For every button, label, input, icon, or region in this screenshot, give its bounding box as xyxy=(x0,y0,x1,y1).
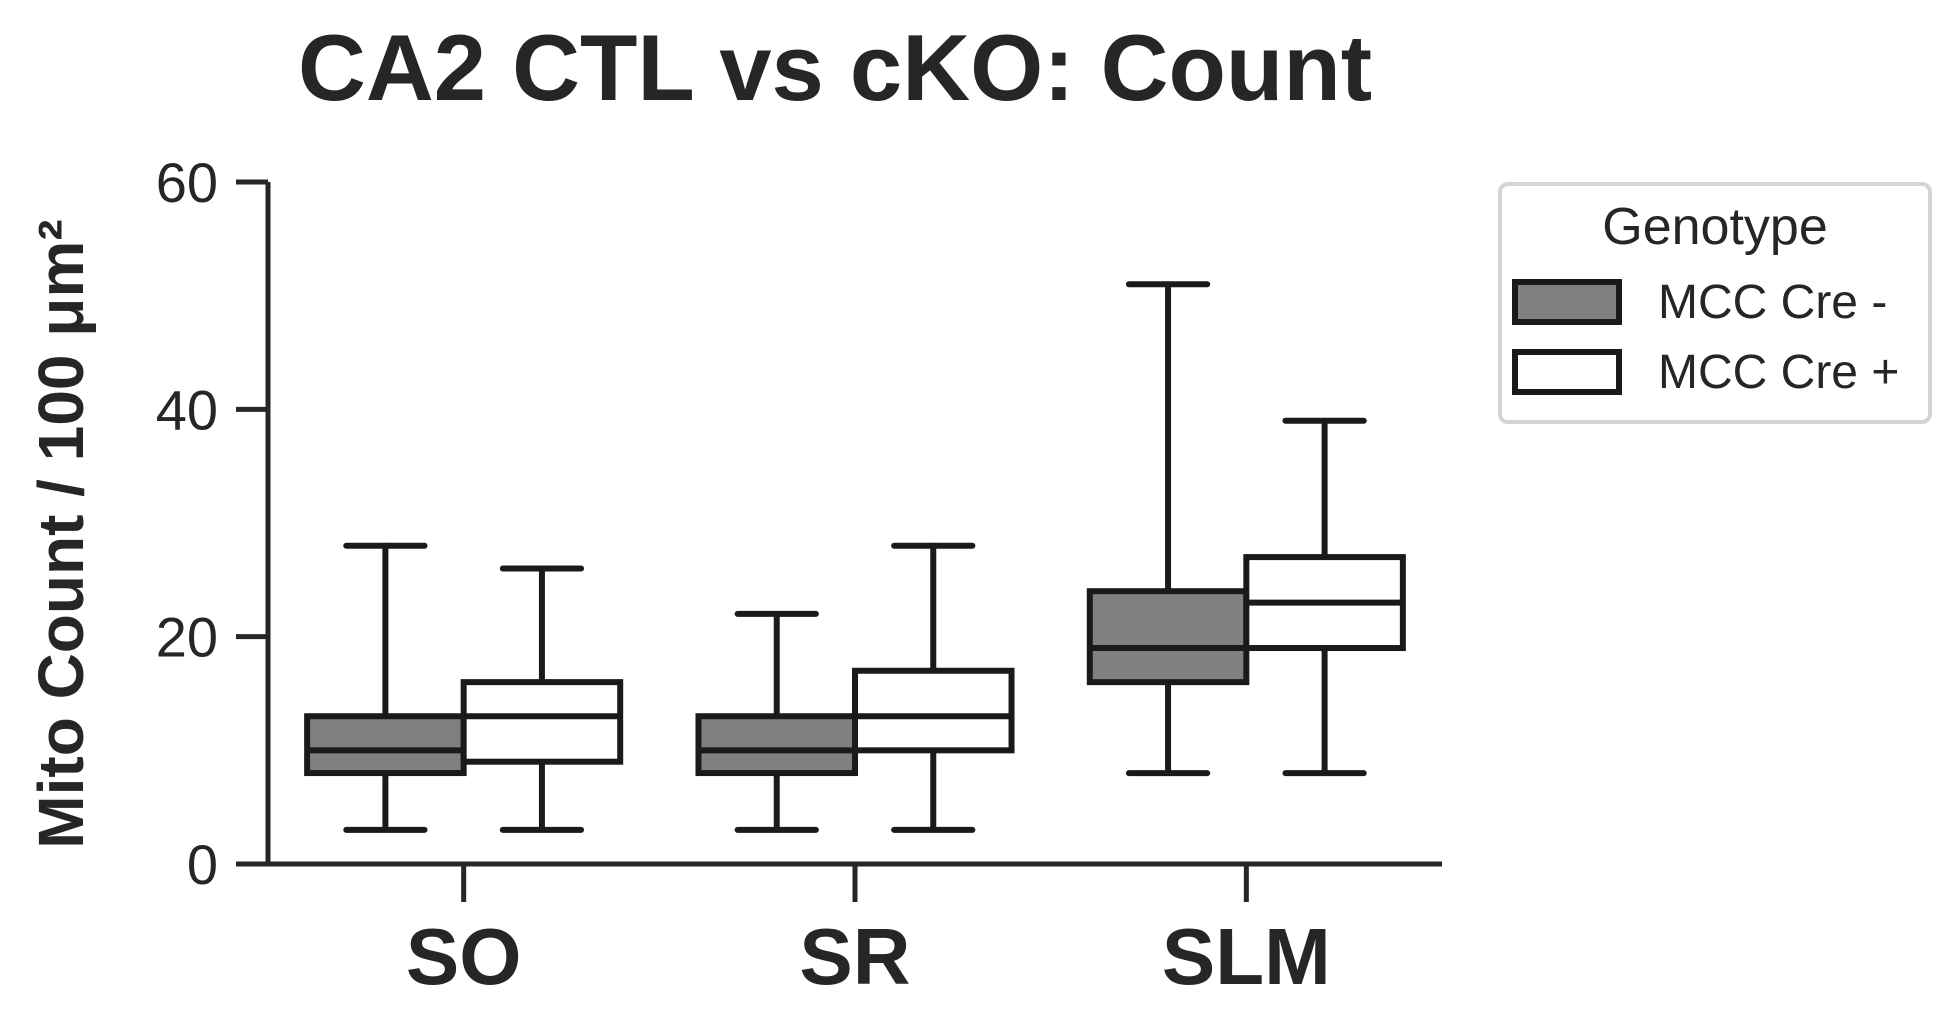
box-iqr xyxy=(852,667,1015,754)
box-iqr xyxy=(695,713,859,777)
x-tick-label: SO xyxy=(406,912,522,1001)
x-tick-label: SR xyxy=(799,912,910,1001)
y-tick-label: 40 xyxy=(156,378,218,441)
chart-title: CA2 CTL vs cKO: Count xyxy=(298,15,1372,120)
y-axis-label: Mito Count / 100 μm² xyxy=(25,219,97,848)
x-ticks: SO SR SLM xyxy=(406,864,1331,1001)
legend-title: Genotype xyxy=(1602,198,1828,256)
box-element xyxy=(1243,417,1406,777)
box-iqr xyxy=(1086,588,1250,686)
y-tick-label: 60 xyxy=(156,151,218,214)
box-element xyxy=(304,542,467,833)
box-iqr xyxy=(304,713,467,777)
legend: Genotype MCC Cre - MCC Cre + xyxy=(1498,182,1932,424)
legend-swatch xyxy=(1512,349,1622,395)
box-element xyxy=(460,565,624,833)
y-tick-label: 20 xyxy=(156,606,218,669)
legend-swatch xyxy=(1512,279,1622,325)
boxes xyxy=(304,281,1406,833)
legend-label: MCC Cre + xyxy=(1658,346,1899,399)
box-element xyxy=(852,542,1015,833)
box-element xyxy=(695,610,859,833)
legend-items: MCC Cre - MCC Cre + xyxy=(1512,276,1899,399)
box-iqr xyxy=(460,679,624,765)
legend-label: MCC Cre - xyxy=(1658,276,1887,329)
y-ticks: 0 20 40 60 xyxy=(156,151,268,896)
y-tick-label: 0 xyxy=(187,833,218,896)
box-element xyxy=(1086,281,1250,777)
x-tick-label: SLM xyxy=(1162,912,1331,1001)
